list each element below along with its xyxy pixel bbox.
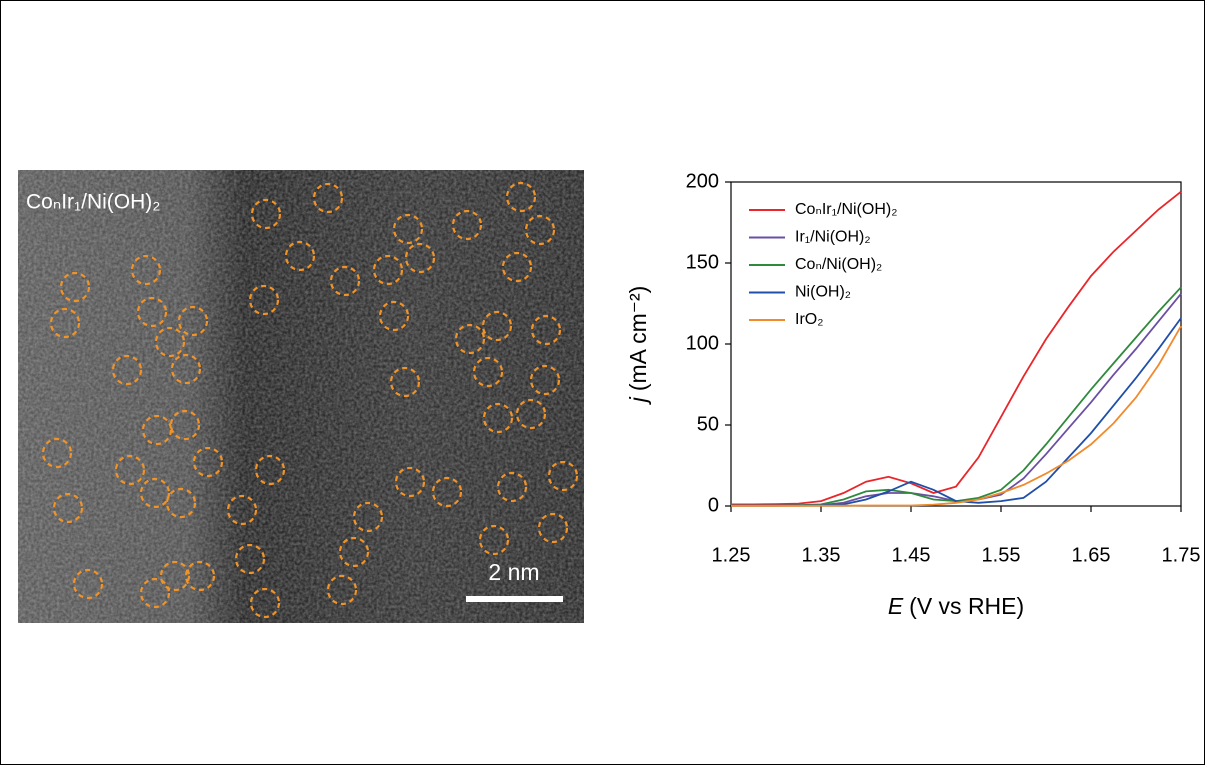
y-tick-label: 50 xyxy=(697,413,719,435)
legend-label: CoₙIr₁/Ni(OH)₂ xyxy=(795,201,897,218)
x-axis-unit: (V vs RHE) xyxy=(909,593,1024,619)
x-tick-label: 1.25 xyxy=(712,544,751,566)
y-axis-symbol: j xyxy=(625,396,651,405)
x-tick-label: 1.75 xyxy=(1162,544,1201,566)
x-tick-label: 1.45 xyxy=(892,544,931,566)
y-axis-unit: (mA cm⁻²) xyxy=(625,286,651,391)
x-axis-label: E(V vs RHE) xyxy=(888,593,1024,619)
chart: 0 50 100 150 200 1.25 1.35 1.45 1.55 1.65 1.75 E(V … xyxy=(625,170,1200,619)
y-axis-label: j (mA cm⁻²) xyxy=(625,286,651,406)
y-tick-label: 200 xyxy=(686,170,719,192)
x-tick-label: 1.65 xyxy=(1072,544,1111,566)
x-tick-label: 1.35 xyxy=(802,544,841,566)
legend-label: IrO₂ xyxy=(795,311,823,328)
legend-label: Ni(OH)₂ xyxy=(795,284,851,301)
image-label: CoₙIr₁/Ni(OH)₂ xyxy=(26,191,160,214)
y-tick-label: 0 xyxy=(708,494,719,516)
data-line xyxy=(731,318,1181,506)
y-tick-label: 150 xyxy=(686,251,719,273)
x-tick-label: 1.55 xyxy=(982,544,1021,566)
x-axis-symbol: E xyxy=(888,593,904,619)
y-tick-label: 100 xyxy=(686,332,719,354)
microscopy-image xyxy=(18,170,584,623)
scale-bar-label: 2 nm xyxy=(488,559,539,585)
data-line xyxy=(731,326,1181,506)
legend-label: Coₙ/Ni(OH)₂ xyxy=(795,256,882,273)
figure: CoₙIr₁/Ni(OH)₂ 2 nm 0 50 100 150 200 1.25 1.35… xyxy=(0,0,1205,765)
legend-label: Ir₁/Ni(OH)₂ xyxy=(795,229,871,246)
